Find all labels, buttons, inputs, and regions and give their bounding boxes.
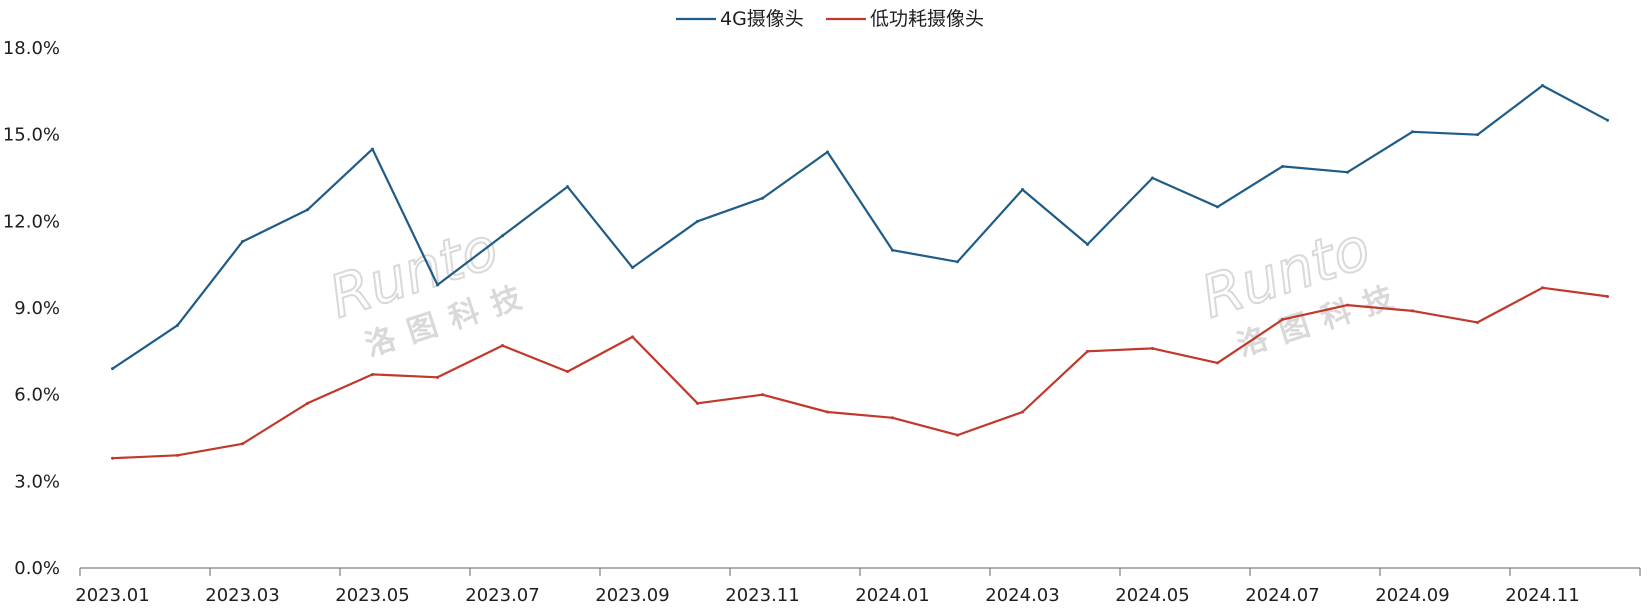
watermark-left: Runto 洛图科技 [320,212,539,363]
data-point [1541,84,1544,88]
data-point [891,416,894,420]
series-line [111,286,1609,460]
x-tick-label: 2024.01 [855,585,929,606]
data-point [1281,164,1284,168]
data-point [826,410,829,414]
data-point [1021,188,1024,192]
x-tick-label: 2024.11 [1505,585,1579,606]
legend: 4G摄像头 低功耗摄像头 [676,8,984,30]
y-axis: 0.0% 3.0% 6.0% 9.0% 12.0% 15.0% 18.0% [3,38,60,579]
data-point [241,442,244,446]
x-tick-label: 2023.11 [725,585,799,606]
data-point [1346,170,1349,174]
y-tick-label: 9.0% [14,298,60,319]
data-point [1476,133,1479,137]
data-point [1151,176,1154,180]
data-point [1086,242,1089,246]
data-point [371,147,374,151]
data-point [436,283,439,287]
data-point [696,219,699,223]
y-tick-label: 18.0% [3,38,60,59]
data-point [111,456,114,460]
data-point [631,266,634,270]
data-point [241,240,244,244]
data-point [1411,130,1414,134]
watermarks: Runto 洛图科技 Runto 洛图科技 [320,212,1411,363]
series-1 [111,84,1609,371]
data-point [176,453,179,457]
x-tick-label: 2023.01 [75,585,149,606]
legend-label: 低功耗摄像头 [870,8,984,30]
data-point [826,150,829,154]
data-point [1476,320,1479,324]
data-point [1086,349,1089,353]
data-point [566,185,569,189]
data-point [1216,205,1219,209]
x-tick-label: 2024.05 [1115,585,1189,606]
data-point [891,248,894,252]
x-tick-label: 2024.07 [1245,585,1319,606]
y-tick-label: 3.0% [14,471,60,492]
watermark-right: Runto 洛图科技 [1192,212,1411,363]
data-point [566,370,569,374]
data-point [501,344,504,348]
data-point [176,323,179,327]
data-point [306,208,309,212]
data-point [761,393,764,397]
x-tick-label: 2023.07 [465,585,539,606]
y-tick-label: 12.0% [3,211,60,232]
data-point [111,367,114,371]
data-point [956,260,959,264]
x-tick-label: 2024.09 [1375,585,1449,606]
x-tick-label: 2024.03 [985,585,1059,606]
data-point [956,433,959,437]
data-point [696,401,699,405]
y-tick-label: 15.0% [3,125,60,146]
data-point [1281,318,1284,322]
series-2 [111,286,1609,460]
x-axis: 2023.01 2023.03 2023.05 2023.07 2023.09 2023.… [75,567,1641,606]
y-tick-label: 6.0% [14,385,60,406]
data-point [436,375,439,379]
series-line [111,84,1609,370]
data-point [1216,361,1219,365]
data-point [501,234,504,238]
legend-label: 4G摄像头 [720,8,804,30]
y-tick-label: 0.0% [14,558,60,579]
data-point [306,401,309,405]
data-point [1346,303,1349,307]
legend-item: 4G摄像头 [676,8,804,30]
x-tick-label: 2023.05 [335,585,409,606]
x-tick-label: 2023.03 [205,585,279,606]
legend-item: 低功耗摄像头 [826,8,984,30]
data-point [1606,294,1609,298]
data-point [631,335,634,339]
data-point [1606,118,1609,122]
data-point [1151,346,1154,350]
data-point [371,372,374,376]
data-point [1411,309,1414,313]
x-tick-label: 2023.09 [595,585,669,606]
data-point [1021,410,1024,414]
data-point [1541,286,1544,290]
data-point [761,196,764,200]
series-group [111,84,1609,460]
